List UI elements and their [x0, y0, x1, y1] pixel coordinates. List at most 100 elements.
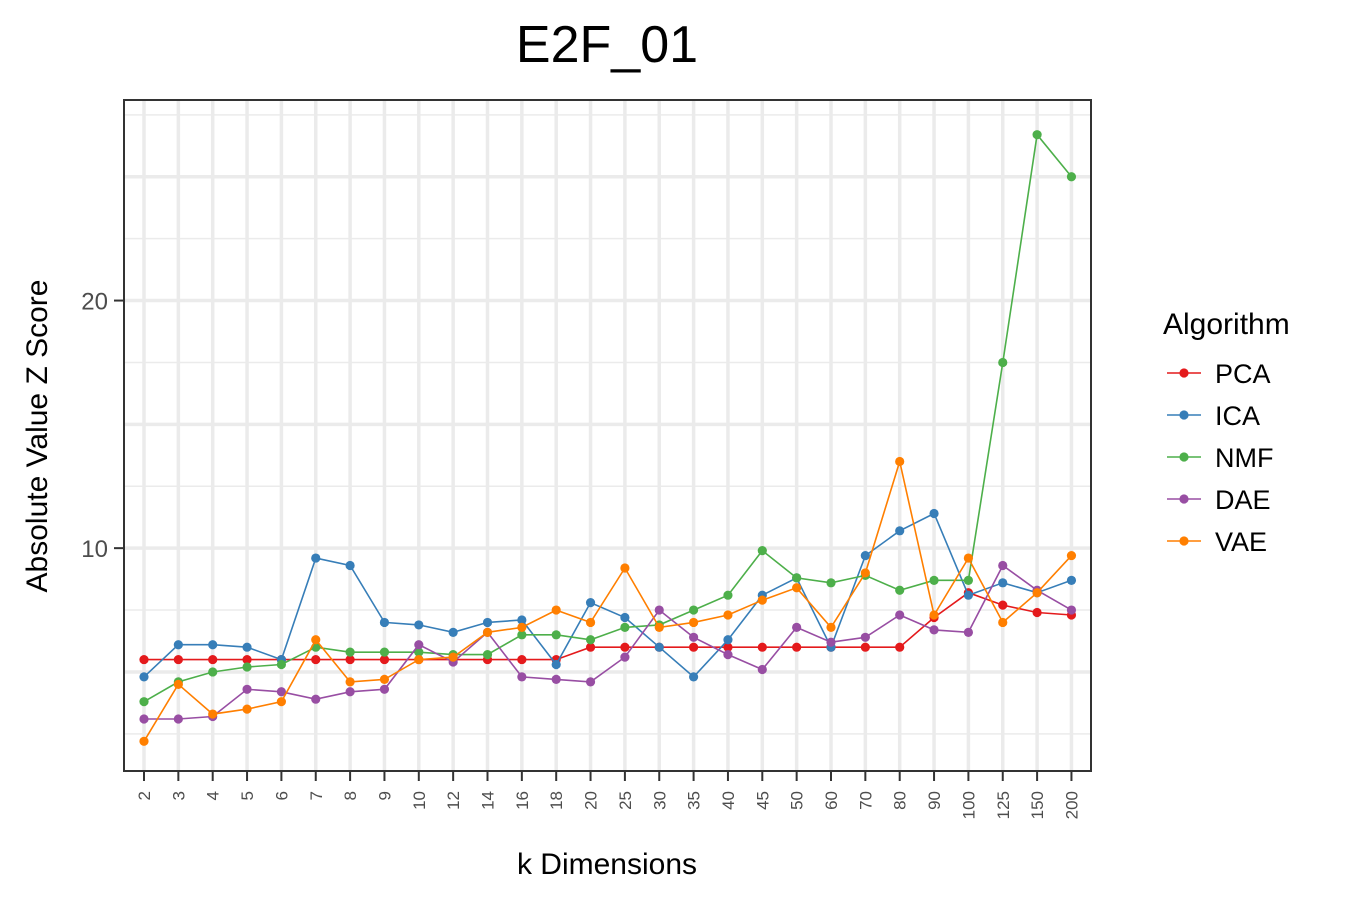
data-point-nmf	[208, 667, 218, 677]
data-point-pca	[139, 654, 149, 665]
x-tick-label: 70	[856, 791, 875, 810]
data-point-vae	[792, 583, 802, 593]
series-line-dae	[144, 564, 1072, 720]
data-point-dae	[929, 625, 939, 635]
data-point-vae	[379, 674, 390, 684]
data-point-dae	[895, 610, 905, 620]
data-point-dae	[345, 687, 355, 697]
data-point-ica	[414, 620, 424, 630]
data-point-ica	[585, 598, 596, 608]
data-point-ica	[448, 627, 458, 637]
data-point-pca	[723, 642, 733, 652]
y-axis-title: Absolute Value Z Score	[21, 280, 54, 593]
series-line-ica	[143, 512, 1072, 679]
data-point-dae	[792, 622, 802, 632]
data-point-vae	[963, 553, 974, 563]
data-point-vae	[929, 610, 939, 620]
data-point-nmf	[276, 659, 286, 670]
data-point-dae	[414, 640, 424, 650]
x-tick-label: 16	[513, 791, 532, 810]
data-point-ica	[895, 526, 905, 536]
data-point-nmf	[139, 697, 149, 707]
data-point-dae	[311, 694, 321, 704]
y-axis: 10 20	[81, 289, 124, 563]
data-point-vae	[482, 627, 493, 637]
data-point-ica	[963, 590, 974, 600]
x-tick-label: 35	[685, 791, 704, 810]
data-point-vae	[620, 563, 630, 573]
data-point-vae	[689, 617, 699, 628]
x-tick-label: 45	[753, 791, 772, 810]
data-point-nmf	[585, 635, 596, 645]
x-tick-label: 5	[238, 791, 257, 800]
series-dae	[139, 560, 1077, 724]
data-point-vae	[654, 622, 664, 632]
data-point-pca	[620, 642, 630, 652]
data-point-ica	[860, 550, 870, 561]
data-point-vae	[448, 652, 458, 662]
data-point-vae	[585, 617, 596, 628]
legend-label: ICA	[1215, 401, 1260, 431]
data-point-dae	[139, 714, 149, 724]
data-point-vae	[895, 456, 905, 467]
data-point-vae	[208, 709, 218, 719]
data-point-pca	[379, 654, 390, 665]
x-tick-label: 10	[410, 791, 429, 810]
x-tick-label: 100	[959, 791, 978, 819]
data-point-ica	[208, 640, 218, 650]
data-point-dae	[173, 714, 183, 724]
data-point-pca	[792, 642, 802, 652]
x-axis-title: k Dimensions	[517, 848, 697, 881]
legend: Algorithm PCA ICA NMF DAE VAE	[1163, 308, 1290, 557]
data-point-nmf	[620, 622, 630, 632]
data-point-dae	[276, 687, 286, 697]
series-line-vae	[143, 458, 1073, 742]
legend-title: Algorithm	[1163, 308, 1290, 341]
plot-panel-border	[123, 99, 1092, 772]
data-point-dae	[757, 664, 767, 675]
legend-item-dae: DAE	[1167, 485, 1271, 515]
data-point-nmf	[963, 575, 974, 585]
x-tick-label: 6	[272, 791, 291, 800]
data-point-nmf	[826, 578, 836, 588]
x-tick-label: 90	[925, 791, 944, 810]
data-point-dae	[517, 672, 527, 682]
data-point-ica	[654, 642, 664, 652]
data-point-pca	[757, 642, 767, 652]
data-point-dae	[963, 627, 974, 637]
legend-item-pca: PCA	[1167, 359, 1271, 389]
data-point-nmf	[517, 630, 527, 640]
legend-label: DAE	[1215, 485, 1271, 515]
data-point-nmf	[929, 575, 939, 585]
legend-item-vae: VAE	[1167, 527, 1267, 557]
data-point-nmf	[689, 605, 699, 615]
x-tick-label: 80	[891, 791, 910, 810]
data-point-vae	[242, 704, 252, 714]
legend-key-point	[1179, 410, 1189, 420]
x-tick-label: 14	[479, 791, 498, 810]
data-point-vae	[414, 654, 424, 665]
data-point-pca	[998, 600, 1008, 610]
data-point-pca	[311, 654, 321, 665]
data-point-dae	[826, 637, 836, 647]
data-point-nmf	[482, 650, 493, 660]
data-point-dae	[242, 684, 252, 694]
legend-item-nmf: NMF	[1167, 443, 1273, 473]
data-point-ica	[620, 612, 630, 623]
x-tick-label: 20	[582, 791, 601, 810]
data-point-ica	[139, 672, 149, 682]
data-point-dae	[654, 605, 664, 615]
data-point-ica	[517, 615, 527, 625]
legend-items: PCA ICA NMF DAE VAE	[1167, 359, 1273, 557]
x-tick-label: 25	[616, 791, 635, 810]
series-nmf	[139, 130, 1077, 707]
data-point-pca	[585, 642, 596, 652]
data-point-vae	[826, 622, 836, 632]
data-point-vae	[998, 617, 1008, 628]
y-tick-label: 20	[81, 289, 108, 316]
data-point-dae	[585, 677, 596, 687]
data-point-pca	[345, 654, 355, 665]
data-point-pca	[860, 642, 870, 652]
data-point-vae	[723, 610, 733, 620]
